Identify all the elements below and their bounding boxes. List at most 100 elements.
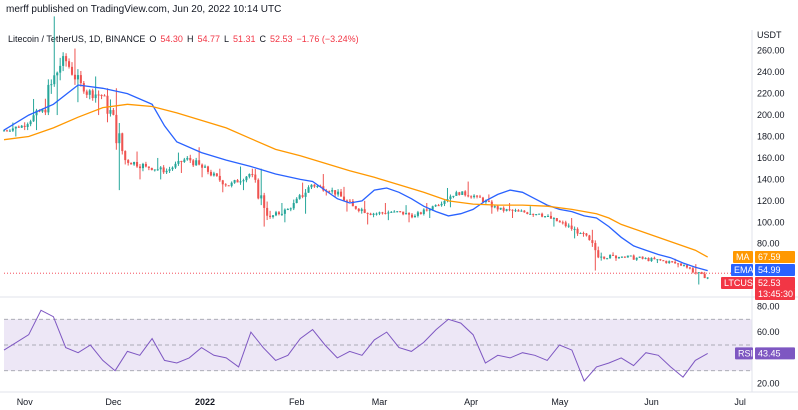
- ma-name-tag: MA: [733, 251, 753, 264]
- price-tick-label: 260.00: [757, 46, 785, 56]
- candle-body: [558, 221, 561, 223]
- candle: [517, 209, 520, 212]
- candle: [266, 201, 269, 221]
- candle-body: [70, 66, 74, 75]
- candle: [390, 211, 393, 213]
- ma-name-tag-text: MA: [736, 252, 750, 262]
- candle: [298, 193, 301, 200]
- candle: [490, 200, 493, 214]
- candle: [121, 132, 124, 155]
- ma-value-tag: 67.59: [755, 251, 795, 264]
- candle-body: [136, 161, 139, 167]
- candle-body: [396, 211, 399, 213]
- candle: [606, 257, 609, 260]
- candle-body: [260, 195, 263, 199]
- candle: [44, 98, 47, 116]
- high-label: H: [186, 34, 194, 44]
- candle-body: [274, 212, 278, 216]
- candle-body: [334, 190, 337, 195]
- candle-body: [455, 192, 458, 196]
- candle-body: [180, 160, 183, 162]
- candle: [558, 219, 561, 223]
- candle: [665, 260, 668, 264]
- candle: [561, 220, 564, 225]
- candle: [375, 212, 378, 216]
- candle-body: [538, 213, 541, 215]
- candle-body: [546, 215, 550, 217]
- candle-body: [532, 213, 535, 215]
- price-tick-label: 160.00: [757, 153, 785, 163]
- symbol-name[interactable]: Litecoin / TetherUS, 1D, BINANCE: [8, 34, 146, 44]
- candle: [594, 240, 597, 271]
- candle: [316, 185, 319, 189]
- candle-body: [29, 121, 32, 125]
- candle-body: [523, 210, 526, 213]
- candle: [286, 208, 289, 211]
- candle-body: [408, 213, 411, 215]
- candle-body: [647, 257, 650, 262]
- candle-body: [50, 84, 53, 86]
- candle-body: [505, 209, 508, 211]
- candle-body: [76, 75, 79, 80]
- candle-body: [8, 130, 11, 132]
- candle: [461, 191, 464, 195]
- candle: [254, 168, 257, 183]
- candle-body: [591, 240, 594, 243]
- candle-body: [399, 211, 402, 213]
- candle: [381, 211, 384, 215]
- candle-body: [301, 195, 304, 197]
- candle: [106, 88, 109, 123]
- candle-body: [662, 260, 665, 262]
- candle-body: [103, 95, 106, 97]
- candle-body: [579, 233, 582, 235]
- candle: [588, 234, 591, 241]
- candle-body: [94, 94, 97, 99]
- candle-body: [413, 215, 416, 218]
- candle: [218, 168, 221, 182]
- candle-body: [11, 128, 14, 131]
- candle-body: [493, 206, 496, 208]
- candle: [529, 206, 532, 215]
- candle-body: [121, 133, 124, 152]
- candle-body: [14, 126, 17, 129]
- candle-body: [588, 235, 591, 241]
- time-tick-label: 2022: [195, 397, 215, 407]
- candle-body: [118, 133, 121, 144]
- candle: [635, 257, 638, 261]
- candle-body: [269, 215, 272, 217]
- candle-body: [700, 272, 703, 274]
- candle-body: [496, 206, 499, 210]
- candle: [399, 211, 402, 213]
- candle-body: [26, 124, 29, 127]
- candle-body: [677, 263, 680, 265]
- candle: [706, 277, 709, 280]
- candle: [109, 99, 112, 117]
- candle: [159, 166, 162, 180]
- candle: [23, 122, 26, 131]
- candle: [70, 62, 74, 76]
- candle: [443, 200, 446, 207]
- close-value: 52.53: [270, 34, 293, 44]
- candle-body: [141, 163, 144, 169]
- candle-body: [632, 255, 635, 260]
- candle-body: [212, 173, 215, 176]
- candle: [17, 125, 20, 128]
- candle-body: [106, 95, 109, 114]
- candle-body: [434, 205, 437, 207]
- candle: [221, 179, 224, 193]
- last-price-symbol-tag: LTCUSDT: [721, 277, 765, 290]
- candle-body: [183, 159, 186, 162]
- rsi-name-tag-bg: [735, 347, 753, 360]
- candle: [632, 254, 635, 260]
- candle: [337, 189, 340, 197]
- candle: [579, 232, 582, 235]
- candle-body: [437, 205, 440, 207]
- candle: [680, 262, 683, 267]
- candle-body: [635, 257, 638, 260]
- candle-body: [685, 265, 688, 268]
- candle-body: [130, 162, 133, 165]
- candle: [493, 205, 496, 209]
- candle: [304, 189, 307, 214]
